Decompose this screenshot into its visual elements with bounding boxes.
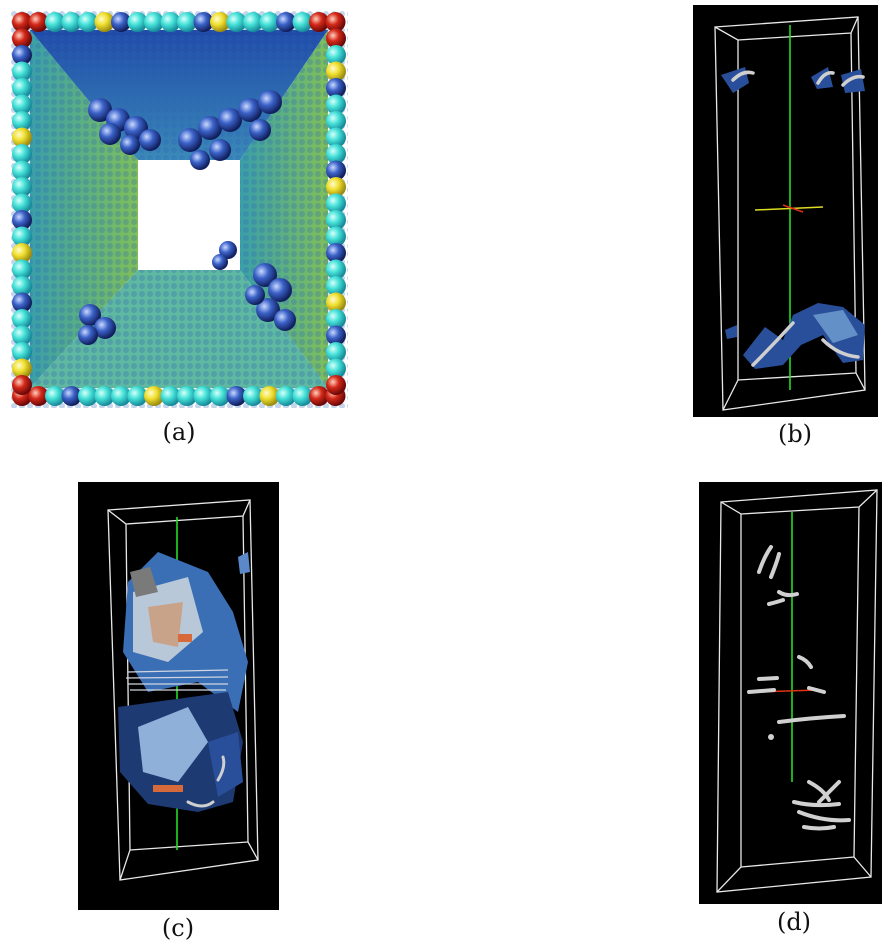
border-sphere: [12, 325, 32, 346]
border-sphere: [210, 12, 230, 32]
border-sphere: [326, 292, 346, 313]
border-sphere: [12, 243, 32, 263]
border-sphere: [61, 12, 82, 32]
border-sphere: [243, 12, 263, 32]
border-sphere: [28, 12, 49, 32]
panel-a-image: [10, 10, 348, 408]
border-sphere: [12, 358, 32, 379]
border-sphere: [12, 259, 32, 280]
border-sphere: [12, 292, 32, 313]
border-sphere: [127, 12, 148, 32]
border-sphere: [326, 342, 346, 362]
panel-b-caption: (b): [777, 420, 813, 448]
border-sphere: [326, 160, 346, 181]
border-sphere: [12, 342, 32, 362]
border-sphere: [325, 12, 346, 32]
border-sphere: [94, 12, 115, 32]
border-sphere: [259, 386, 280, 406]
border-sphere: [12, 276, 32, 296]
border-sphere: [326, 226, 346, 247]
border-sphere: [326, 193, 346, 214]
border-sphere: [276, 386, 296, 406]
border-sphere: [12, 78, 32, 98]
panel-b-image: [693, 5, 878, 417]
border-sphere: [326, 111, 346, 131]
border-sphere: [193, 12, 214, 32]
border-sphere: [127, 386, 148, 406]
border-sphere: [326, 61, 346, 82]
border-sphere: [326, 243, 346, 263]
border-sphere: [292, 12, 313, 32]
border-sphere: [45, 386, 65, 406]
border-sphere: [160, 386, 181, 406]
border-sphere: [326, 325, 346, 346]
border-sphere: [12, 45, 32, 65]
border-sphere: [326, 375, 346, 395]
border-sphere: [12, 94, 32, 115]
border-sphere: [259, 12, 280, 32]
border-sphere: [326, 309, 346, 329]
border-sphere: [12, 177, 32, 197]
border-sphere: [326, 358, 346, 379]
border-sphere: [78, 12, 98, 32]
border-sphere: [309, 12, 329, 32]
border-sphere: [12, 193, 32, 214]
border-sphere: [12, 144, 32, 164]
border-sphere: [177, 12, 197, 32]
panel-c-caption: (c): [161, 914, 195, 942]
border-sphere: [243, 386, 263, 406]
border-sphere: [12, 160, 32, 181]
border-sphere: [94, 386, 115, 406]
border-sphere: [12, 111, 32, 131]
panel-d-image: [699, 482, 882, 904]
border-sphere: [144, 386, 164, 406]
border-sphere: [12, 226, 32, 247]
panel-d-caption: (d): [776, 908, 812, 936]
border-sphere: [276, 12, 296, 32]
panel-a-caption: (a): [162, 418, 196, 446]
panel-c-image: [78, 482, 279, 910]
border-sphere: [111, 386, 131, 406]
border-sphere: [111, 12, 131, 32]
border-sphere: [326, 45, 346, 65]
border-sphere: [326, 276, 346, 296]
border-sphere: [326, 259, 346, 280]
border-sphere: [326, 127, 346, 148]
border-sphere: [12, 309, 32, 329]
border-sphere: [309, 386, 329, 406]
border-sphere: [177, 386, 197, 406]
border-sphere: [12, 28, 32, 49]
border-sphere: [226, 386, 247, 406]
border-sphere: [292, 386, 313, 406]
border-sphere: [144, 12, 164, 32]
border-sphere: [326, 28, 346, 49]
border-sphere: [326, 177, 346, 197]
border-sphere: [326, 94, 346, 115]
border-sphere: [210, 386, 230, 406]
border-sphere: [45, 12, 65, 32]
border-sphere: [12, 127, 32, 148]
border-sphere: [12, 12, 32, 32]
border-sphere: [193, 386, 214, 406]
border-sphere: [12, 210, 32, 230]
border-sphere: [61, 386, 82, 406]
border-sphere: [326, 144, 346, 164]
border-sphere: [12, 61, 32, 82]
border-sphere: [28, 386, 49, 406]
border-sphere: [326, 78, 346, 98]
border-sphere: [12, 375, 32, 395]
border-sphere: [326, 210, 346, 230]
border-sphere: [226, 12, 247, 32]
border-sphere: [160, 12, 181, 32]
border-sphere: [78, 386, 98, 406]
